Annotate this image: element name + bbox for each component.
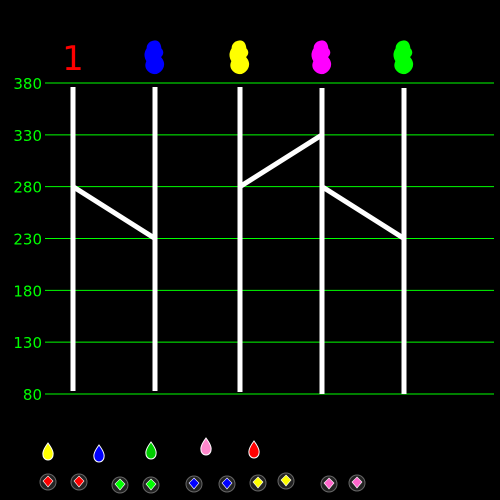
gem-inventory <box>39 472 366 494</box>
gem-icon <box>252 476 264 489</box>
axis-tick-label: 230 <box>13 231 42 249</box>
potion-drop-1[interactable] <box>42 442 54 461</box>
axis-tick-label: 280 <box>13 179 42 197</box>
potion-drop-3[interactable] <box>145 441 157 460</box>
gem-1[interactable] <box>39 473 57 491</box>
potion-drops <box>42 437 260 463</box>
player-avatars: 1 <box>62 39 414 79</box>
gem-icon <box>42 475 54 488</box>
player-figure <box>229 40 250 75</box>
drop-icon <box>42 442 54 461</box>
gem-icon <box>188 477 200 490</box>
potion-drop-2[interactable] <box>93 444 105 463</box>
drop-icon <box>145 441 157 460</box>
gem-8[interactable] <box>277 472 295 490</box>
gem-5[interactable] <box>185 475 203 493</box>
gem-6[interactable] <box>218 475 236 493</box>
axis-tick-label: 80 <box>23 386 42 404</box>
axis-tick-label: 130 <box>13 334 42 352</box>
path-segment-3 <box>319 184 407 241</box>
gem-9[interactable] <box>320 475 338 493</box>
axis-tick-label: 380 <box>13 75 42 93</box>
gem-icon <box>114 478 126 491</box>
player-1-avatar[interactable]: 1 <box>62 39 84 79</box>
value-axis-labels: 380 330 280 230 180 130 80 <box>13 75 42 404</box>
potion-drop-4[interactable] <box>200 437 212 456</box>
player-figure <box>393 40 414 75</box>
path-segment-1 <box>70 184 158 241</box>
axis-tick-label: 330 <box>13 127 42 145</box>
player-figure <box>144 40 165 75</box>
player-3-avatar[interactable] <box>229 40 250 75</box>
path-segments <box>70 132 407 241</box>
player-2-avatar[interactable] <box>144 40 165 75</box>
gem-icon <box>280 474 292 487</box>
player-number: 1 <box>62 39 84 79</box>
gem-icon <box>351 476 363 489</box>
player-figure <box>311 40 332 75</box>
gem-icon <box>323 477 335 490</box>
axis-tick-label: 180 <box>13 282 42 300</box>
gem-4[interactable] <box>142 476 160 494</box>
potion-drop-5[interactable] <box>248 440 260 459</box>
player-4-avatar[interactable] <box>311 40 332 75</box>
gem-icon <box>73 475 85 488</box>
gem-10[interactable] <box>348 474 366 492</box>
gem-icon <box>145 478 157 491</box>
gem-icon <box>221 477 233 490</box>
drop-icon <box>248 440 260 459</box>
path-segment-2 <box>237 132 325 190</box>
gem-7[interactable] <box>249 474 267 492</box>
drop-icon <box>200 437 212 456</box>
gem-3[interactable] <box>111 476 129 494</box>
drop-icon <box>93 444 105 463</box>
player-5-avatar[interactable] <box>393 40 414 75</box>
gem-2[interactable] <box>70 473 88 491</box>
value-gridlines <box>45 82 494 395</box>
climbing-poles <box>70 87 407 394</box>
